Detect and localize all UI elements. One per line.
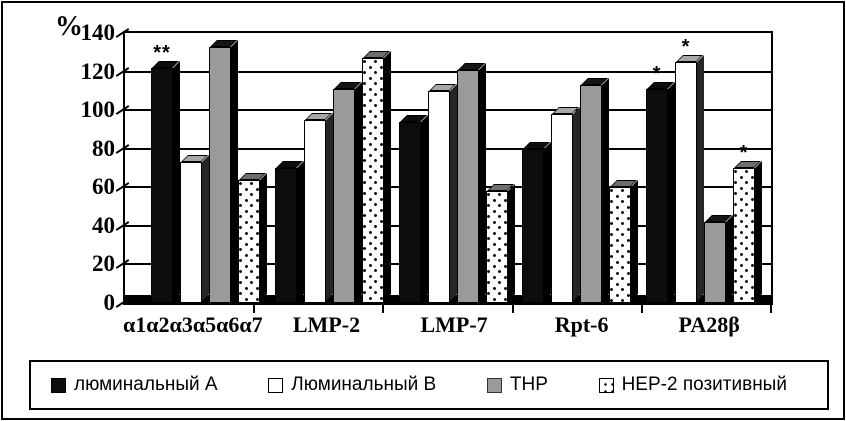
legend-item: HEP-2 позитивный [598,374,787,396]
y-axis: 0 20 40 60 80 100 120 140 [37,20,116,315]
bar [303,119,326,303]
legend-swatch-gray [486,377,502,393]
x-tick-mark [770,304,772,313]
bar [609,187,632,303]
legend-item: Люминальный В [268,374,436,396]
y-tick-label: 120 [80,58,116,84]
bar [551,114,574,303]
y-tick-label: 80 [92,135,115,161]
legend-swatch-white [268,377,284,393]
bar: * [733,143,755,303]
x-category-label: LMP-7 [420,312,488,337]
bar [180,162,202,303]
bar [580,85,603,303]
significance-marker: * [739,142,749,164]
bar: * [675,37,697,303]
bar-group [274,33,384,303]
bar [332,88,355,303]
x-tick-mark [511,304,514,313]
x-tick-mark [640,304,643,313]
x-category-label: Rpt-6 [554,312,609,337]
y-tick-label: 60 [92,174,115,200]
bar: * [646,64,668,303]
bar [274,168,297,303]
x-axis-labels: α1α2α3α5α6α7 LMP-2 LMP-7 Rpt-6 PA28β [123,309,773,341]
legend: люминальный А Люминальный В THP HEP-2 позит… [29,360,829,410]
gridline-120 [125,70,771,73]
significance-marker: * [681,35,691,58]
bar [427,90,450,303]
legend-label: люминальный А [74,374,218,395]
y-tick-label: 20 [92,251,115,277]
legend-swatch-dotted-white [598,377,614,393]
x-tick-mark [382,304,385,313]
y-tick-label: 0 [103,290,116,315]
x-category-label: PA28β [678,312,740,337]
legend-item: люминальный А [51,374,218,396]
bar-group [522,33,632,303]
plot-area: ** * * * [115,28,773,313]
bar [456,69,479,303]
bar [485,191,508,303]
legend-label: HEP-2 позитивный [621,374,787,395]
bar [704,222,726,303]
bar [398,121,421,303]
significance-marker: ** [153,41,171,64]
x-tick-mark [253,304,256,313]
bar [522,148,545,303]
y-tick-label: 140 [80,20,116,45]
x-category-label: α1α2α3α5α6α7 [123,312,263,337]
bar-group: * * * [646,33,755,303]
y-tick-label: 100 [80,97,116,123]
significance-marker: * [652,62,662,85]
legend-label: Люминальный В [291,374,437,395]
y-axis-title: % [55,11,83,42]
bar [238,179,260,303]
bar-group [398,33,508,303]
bar-group: ** [151,33,260,303]
legend-label: THP [509,374,548,395]
bar: ** [151,43,173,303]
bar [361,58,384,303]
legend-swatch-black [51,377,66,393]
legend-item: THP [486,374,548,396]
x-category-label: LMP-2 [292,312,361,337]
bar [209,46,231,303]
y-tick-mark [115,298,130,308]
y-tick-label: 40 [92,212,115,238]
y-tick-mark [115,28,130,38]
